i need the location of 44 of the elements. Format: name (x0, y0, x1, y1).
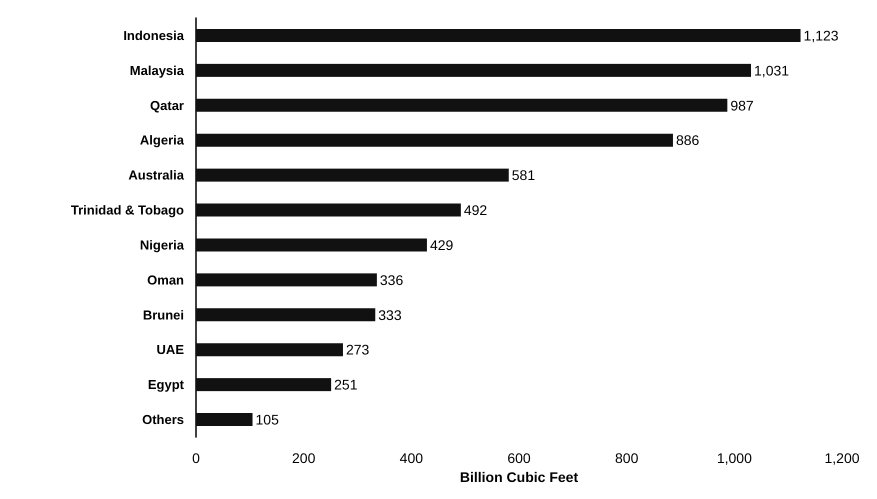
y-tick-label: Trinidad & Tobago (70, 202, 184, 218)
x-tick-label: 200 (292, 450, 316, 466)
y-tick-label: Others (142, 412, 184, 428)
data-label: 886 (676, 132, 700, 148)
y-tick-label: Malaysia (130, 62, 185, 78)
x-tick-label: 800 (614, 450, 639, 466)
bar (196, 413, 253, 426)
bar (196, 98, 728, 112)
data-label: 987 (730, 97, 754, 114)
bar (196, 238, 427, 252)
y-tick-label: Brunei (142, 307, 184, 322)
x-tick-label: 1,000 (716, 450, 752, 466)
y-tick-label: Indonesia (123, 28, 185, 43)
data-label: 333 (378, 306, 402, 323)
data-label: 273 (346, 342, 370, 358)
data-label: 105 (256, 412, 280, 428)
bar (196, 168, 509, 182)
x-tick-label: 600 (507, 450, 531, 466)
bar (196, 28, 801, 42)
bar (196, 204, 461, 217)
bar (196, 308, 376, 322)
y-tick-label: Algeria (140, 132, 185, 148)
bar (196, 378, 332, 392)
y-tick-label: Australia (128, 168, 185, 183)
y-tick-label: UAE (156, 342, 184, 358)
data-label: 1,123 (804, 27, 839, 44)
data-label: 1,031 (754, 62, 790, 78)
x-tick-label: 400 (400, 450, 424, 466)
y-tick-label: Nigeria (140, 237, 185, 252)
y-tick-label: Egypt (148, 377, 185, 392)
data-label: 581 (512, 167, 536, 184)
data-label: 492 (464, 202, 488, 218)
data-label: 429 (430, 236, 454, 253)
x-axis-title: Billion Cubic Feet (460, 468, 578, 485)
bar (196, 343, 343, 356)
x-tick-label: 1,200 (824, 450, 860, 466)
data-label: 336 (380, 272, 404, 288)
y-tick-label: Oman (147, 272, 184, 288)
bar (196, 134, 673, 147)
bar (196, 64, 752, 77)
data-label: 251 (334, 376, 358, 393)
bar (196, 273, 377, 286)
x-tick-label: 0 (192, 450, 200, 466)
y-tick-label: Qatar (150, 98, 184, 113)
